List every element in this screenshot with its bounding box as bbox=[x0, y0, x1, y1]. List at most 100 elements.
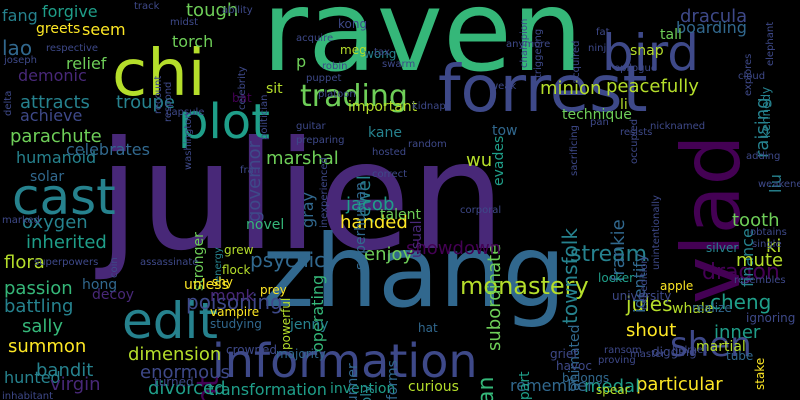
cloud-word: spear bbox=[596, 383, 630, 397]
cloud-word: mute bbox=[736, 250, 784, 271]
cloud-word: decoy bbox=[92, 287, 135, 303]
cloud-word: powerful bbox=[279, 297, 293, 350]
cloud-word: vampire bbox=[210, 305, 260, 319]
cloud-word: dimension bbox=[128, 344, 222, 365]
cloud-word: bandit bbox=[36, 360, 94, 381]
cloud-word: triggering bbox=[533, 28, 544, 78]
cloud-word: usual bbox=[409, 220, 425, 258]
cloud-word: ki bbox=[766, 236, 782, 257]
cloud-word: elephant bbox=[765, 21, 776, 66]
cloud-word: tube bbox=[726, 349, 754, 363]
cloud-word: cloud bbox=[738, 71, 766, 82]
cloud-word: chi bbox=[112, 37, 206, 111]
cloud-word: ability bbox=[222, 5, 253, 16]
cloud-word: minion bbox=[540, 78, 602, 99]
cloud-word: superhuman bbox=[353, 181, 369, 270]
cloud-word: inhabitant bbox=[2, 391, 54, 400]
cloud-word: lao bbox=[2, 36, 33, 60]
cloud-word: acquire bbox=[296, 33, 334, 44]
cloud-word: kidnap bbox=[412, 101, 446, 112]
cloud-word: tough bbox=[186, 0, 239, 21]
cloud-word: whale bbox=[672, 301, 714, 317]
cloud-word: hosted bbox=[372, 147, 407, 158]
cloud-word: bat bbox=[232, 91, 252, 105]
cloud-word: jacob bbox=[346, 194, 395, 215]
cloud-word: zhang bbox=[262, 213, 567, 330]
cloud-word: grew bbox=[224, 243, 254, 257]
cloud-word: snap bbox=[630, 43, 664, 59]
cloud-word: sit bbox=[266, 81, 283, 97]
cloud-word: obtains bbox=[750, 227, 787, 238]
cloud-word: inner bbox=[714, 322, 761, 343]
cloud-word: champion bbox=[519, 18, 530, 68]
cloud-word: important bbox=[348, 99, 418, 115]
cloud-word: havoc bbox=[556, 359, 592, 373]
cloud-word: raven bbox=[262, 0, 583, 97]
cloud-word: tall bbox=[660, 27, 682, 43]
cloud-word: puppet bbox=[306, 73, 342, 84]
cloud-word: shen bbox=[670, 325, 752, 365]
cloud-word: adding bbox=[746, 151, 781, 162]
cloud-word: information bbox=[212, 334, 478, 388]
cloud-word: master bbox=[630, 349, 666, 360]
cloud-word: track bbox=[134, 1, 160, 12]
cloud-word: university bbox=[612, 289, 672, 303]
cloud-word: particular bbox=[636, 374, 723, 395]
cloud-word: relief bbox=[66, 54, 107, 73]
cloud-word: ninja bbox=[588, 43, 613, 54]
cloud-word: platoon bbox=[318, 89, 356, 100]
cloud-word: p bbox=[296, 52, 307, 71]
cloud-word: crowned bbox=[226, 343, 278, 357]
cloud-word: locker bbox=[598, 271, 635, 285]
cloud-word: dracula bbox=[680, 6, 748, 27]
cloud-word: weak bbox=[490, 81, 517, 92]
cloud-word: guitar bbox=[296, 121, 326, 132]
cloud-word: cast bbox=[12, 168, 116, 226]
cloud-word: ransom bbox=[604, 345, 642, 356]
cloud-word: meg bbox=[340, 43, 367, 57]
cloud-word: studying bbox=[210, 317, 262, 331]
cloud-word: pan bbox=[590, 117, 609, 128]
cloud-word: governor bbox=[244, 141, 265, 223]
cloud-word: wong bbox=[364, 47, 397, 61]
cloud-word: boarding bbox=[676, 18, 747, 37]
cloud-word: novel bbox=[246, 217, 285, 233]
cloud-word: majority bbox=[276, 347, 326, 361]
cloud-word: jenny bbox=[290, 317, 329, 333]
cloud-word: marked bbox=[2, 215, 40, 226]
cloud-word: virgin bbox=[50, 374, 101, 395]
cloud-word: visibly bbox=[359, 384, 375, 400]
cloud-word: kong bbox=[338, 17, 368, 31]
cloud-word: townsfolk bbox=[558, 228, 582, 324]
cloud-word: solar bbox=[30, 169, 65, 185]
cloud-word: respond bbox=[163, 81, 174, 122]
cloud-word: anymore bbox=[506, 39, 551, 50]
cloud-word: kennedy bbox=[759, 87, 773, 139]
cloud-word: hunted bbox=[4, 368, 61, 387]
cloud-word: transformation bbox=[208, 380, 327, 399]
cloud-word: edit bbox=[122, 292, 218, 350]
cloud-word: silver bbox=[706, 241, 739, 255]
cloud-word: nicknamed bbox=[650, 121, 706, 132]
cloud-word: wu bbox=[466, 150, 493, 171]
cloud-word: divorced bbox=[148, 378, 226, 399]
cloud-word: gray bbox=[298, 192, 317, 229]
cloud-word: julien bbox=[98, 110, 506, 284]
cloud-word: parachute bbox=[10, 126, 102, 147]
cloud-word: capsule bbox=[166, 107, 205, 118]
cloud-word: expedition bbox=[639, 257, 650, 310]
cloud-word: belongs bbox=[562, 371, 610, 385]
cloud-word: summon bbox=[8, 336, 87, 357]
cloud-word: medal bbox=[584, 376, 641, 397]
cloud-word: poisoning bbox=[186, 290, 283, 314]
cloud-word: monk bbox=[210, 286, 255, 305]
cloud-word: epilogue bbox=[614, 63, 658, 74]
cloud-word: celebrity bbox=[237, 66, 248, 110]
cloud-word: resists bbox=[620, 127, 653, 138]
cloud-word: greets bbox=[36, 21, 81, 37]
cloud-word: grief bbox=[550, 347, 578, 361]
cloud-word: battling bbox=[4, 296, 74, 317]
cloud-word: kane bbox=[368, 125, 402, 141]
cloud-word: turned bbox=[154, 375, 194, 389]
cloud-word: inherited bbox=[26, 232, 107, 253]
